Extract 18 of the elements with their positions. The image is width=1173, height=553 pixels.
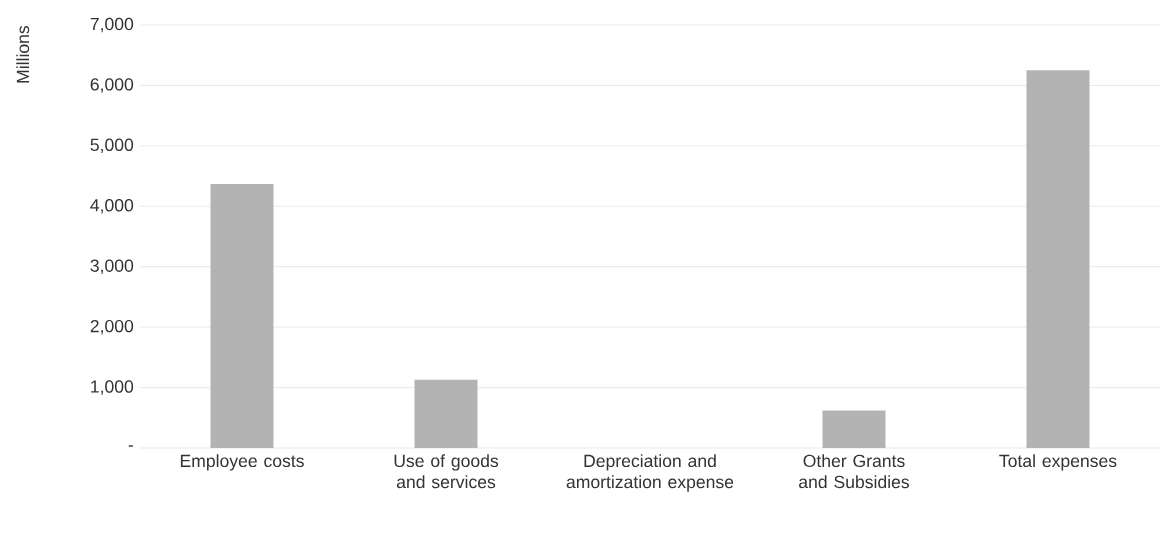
y-tick-label: 3,000 — [90, 259, 134, 274]
x-tick-label: Employee costs — [180, 454, 304, 471]
y-tick-label: 6,000 — [90, 78, 134, 93]
bar — [210, 183, 274, 448]
y-tick-label: 4,000 — [90, 199, 134, 214]
bar — [822, 410, 886, 448]
x-tick-label: Other Grants and Subsidies — [799, 454, 910, 489]
bar — [1026, 70, 1090, 448]
x-tick-label: Total expenses — [999, 454, 1117, 471]
x-tick-label: Depreciation and amortization expense — [566, 454, 734, 492]
bar — [414, 379, 478, 448]
y-tick-label: - — [128, 445, 134, 447]
y-tick-label: 1,000 — [91, 380, 134, 395]
y-tick-label: 7,000 — [90, 17, 134, 33]
x-tick-label: Use of goods and services — [394, 454, 499, 489]
y-axis-title: Millions — [16, 25, 30, 83]
y-tick-label: 5,000 — [90, 138, 134, 154]
y-tick-label: 2,000 — [90, 319, 134, 335]
